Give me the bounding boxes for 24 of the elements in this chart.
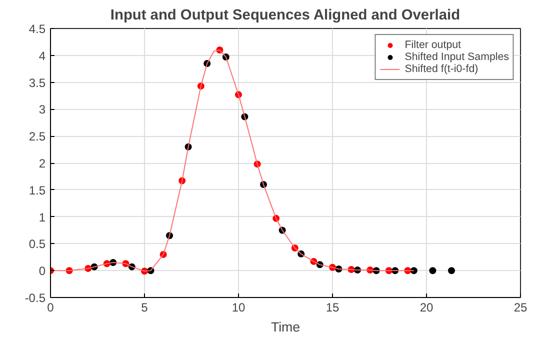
x-tick-label: 0 [47,300,54,314]
x-tick-label: 20 [420,300,434,314]
legend-label: Shifted Input Samples [404,51,509,63]
point [429,267,436,274]
y-tick-label: 3 [38,102,46,117]
y-tick-label: 2 [38,156,46,170]
y-tick-label: 1.5 [28,183,46,198]
legend-label: Shifted f(t-i0-fd) [404,63,478,75]
x-tick-label: 5 [141,300,148,314]
y-tick-label: 3.5 [28,76,46,90]
x-tick-label: 15 [326,300,340,314]
x-tick-label: 10 [232,300,246,314]
y-tick-label: -0.5 [24,291,46,305]
y-tick-label: 1 [38,210,46,224]
y-tick-label: 2.5 [28,130,46,144]
chart-title: Input and Output Sequences Aligned and Overlaid [110,8,460,24]
y-tick-label: 0.5 [28,237,46,252]
legend-label: Filter output [404,39,462,51]
y-tick-label: 4.5 [28,22,46,36]
y-tick-label: 4 [38,48,46,63]
x-tick-label: 25 [514,300,528,314]
point [448,267,456,274]
y-tick-label: 0 [38,264,46,278]
x-axis-title: Time [270,320,300,334]
